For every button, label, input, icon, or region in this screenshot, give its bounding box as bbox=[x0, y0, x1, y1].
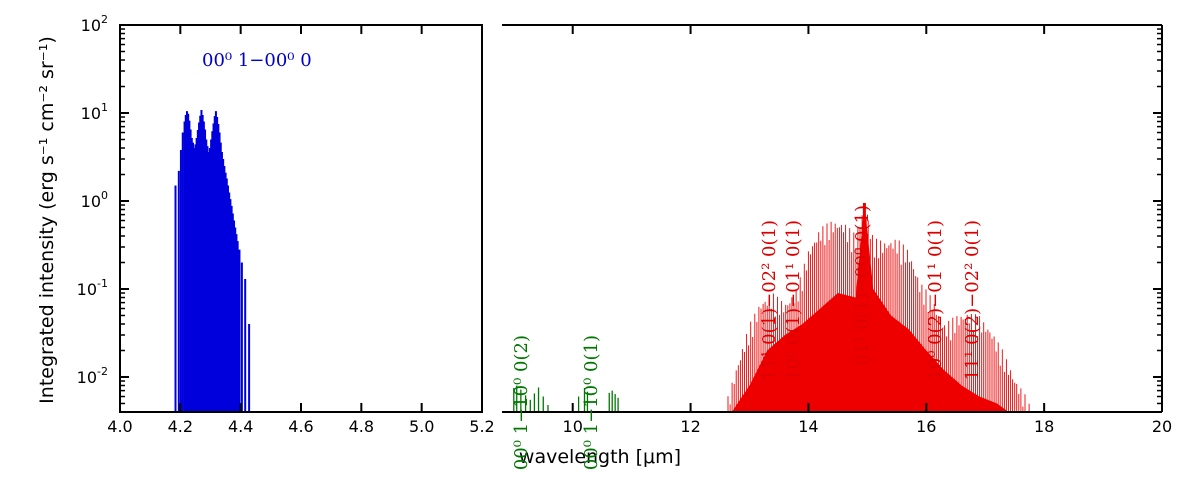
y-axis-label: Integrated intensity (erg s⁻¹ cm⁻² sr⁻¹) bbox=[36, 36, 58, 404]
x-tick-label: 4.6 bbox=[288, 417, 313, 436]
annotation-band-4: 01¹ 0(1)−00⁰ 0(1) bbox=[852, 205, 873, 366]
right-panel bbox=[513, 202, 1030, 412]
x-tick-label: 4.8 bbox=[349, 417, 374, 436]
annotation-band-2: 11¹ 0(1)−02² 0(1) bbox=[759, 220, 780, 381]
x-tick-label: 12 bbox=[680, 417, 700, 436]
x-tick-label: 16 bbox=[916, 417, 936, 436]
annotation-band-0: 00⁰ 1−10⁰ 0(2) bbox=[511, 335, 532, 470]
x-tick-label: 14 bbox=[798, 417, 818, 436]
x-tick-label: 4.2 bbox=[168, 417, 193, 436]
y-tick-label: 100 bbox=[81, 189, 108, 211]
x-tick-label: 20 bbox=[1152, 417, 1172, 436]
x-tick-label: 4.0 bbox=[107, 417, 132, 436]
left-panel bbox=[174, 110, 251, 412]
x-tick-label: 5.0 bbox=[409, 417, 434, 436]
y-tick-label: 101 bbox=[81, 101, 108, 123]
annotation-band-3: 10⁰ 0(1)−01¹ 0(1) bbox=[783, 220, 804, 381]
x-axis-label: wavelength [μm] bbox=[519, 446, 681, 468]
annotation-band-6: 11¹ 0(2)−02² 0(1) bbox=[962, 220, 983, 381]
x-tick-label: 4.4 bbox=[228, 417, 253, 436]
y-tick-label: 10-2 bbox=[77, 365, 108, 387]
axes: 10-2 10-1 100 101 102 4.0 4.2 4.4 4.6 4.8 5.0 5.2 10… bbox=[77, 13, 1173, 436]
x-tick-label: 10 bbox=[563, 417, 583, 436]
annotation-band-5: 10⁰ 0(2)−01¹ 0(1) bbox=[925, 220, 946, 381]
y-tick-label: 102 bbox=[81, 13, 108, 35]
x-tick-label: 5.2 bbox=[469, 417, 494, 436]
annotation-co2-asym: 00⁰ 1−00⁰ 0 bbox=[202, 50, 312, 71]
x-tick-label: 18 bbox=[1034, 417, 1054, 436]
left-frame bbox=[119, 24, 483, 413]
annotation-band-1: 00⁰ 1−10⁰ 0(1) bbox=[581, 335, 602, 470]
labels: Integrated intensity (erg s⁻¹ cm⁻² sr⁻¹)… bbox=[36, 36, 681, 468]
y-tick-label: 10-1 bbox=[77, 277, 108, 299]
